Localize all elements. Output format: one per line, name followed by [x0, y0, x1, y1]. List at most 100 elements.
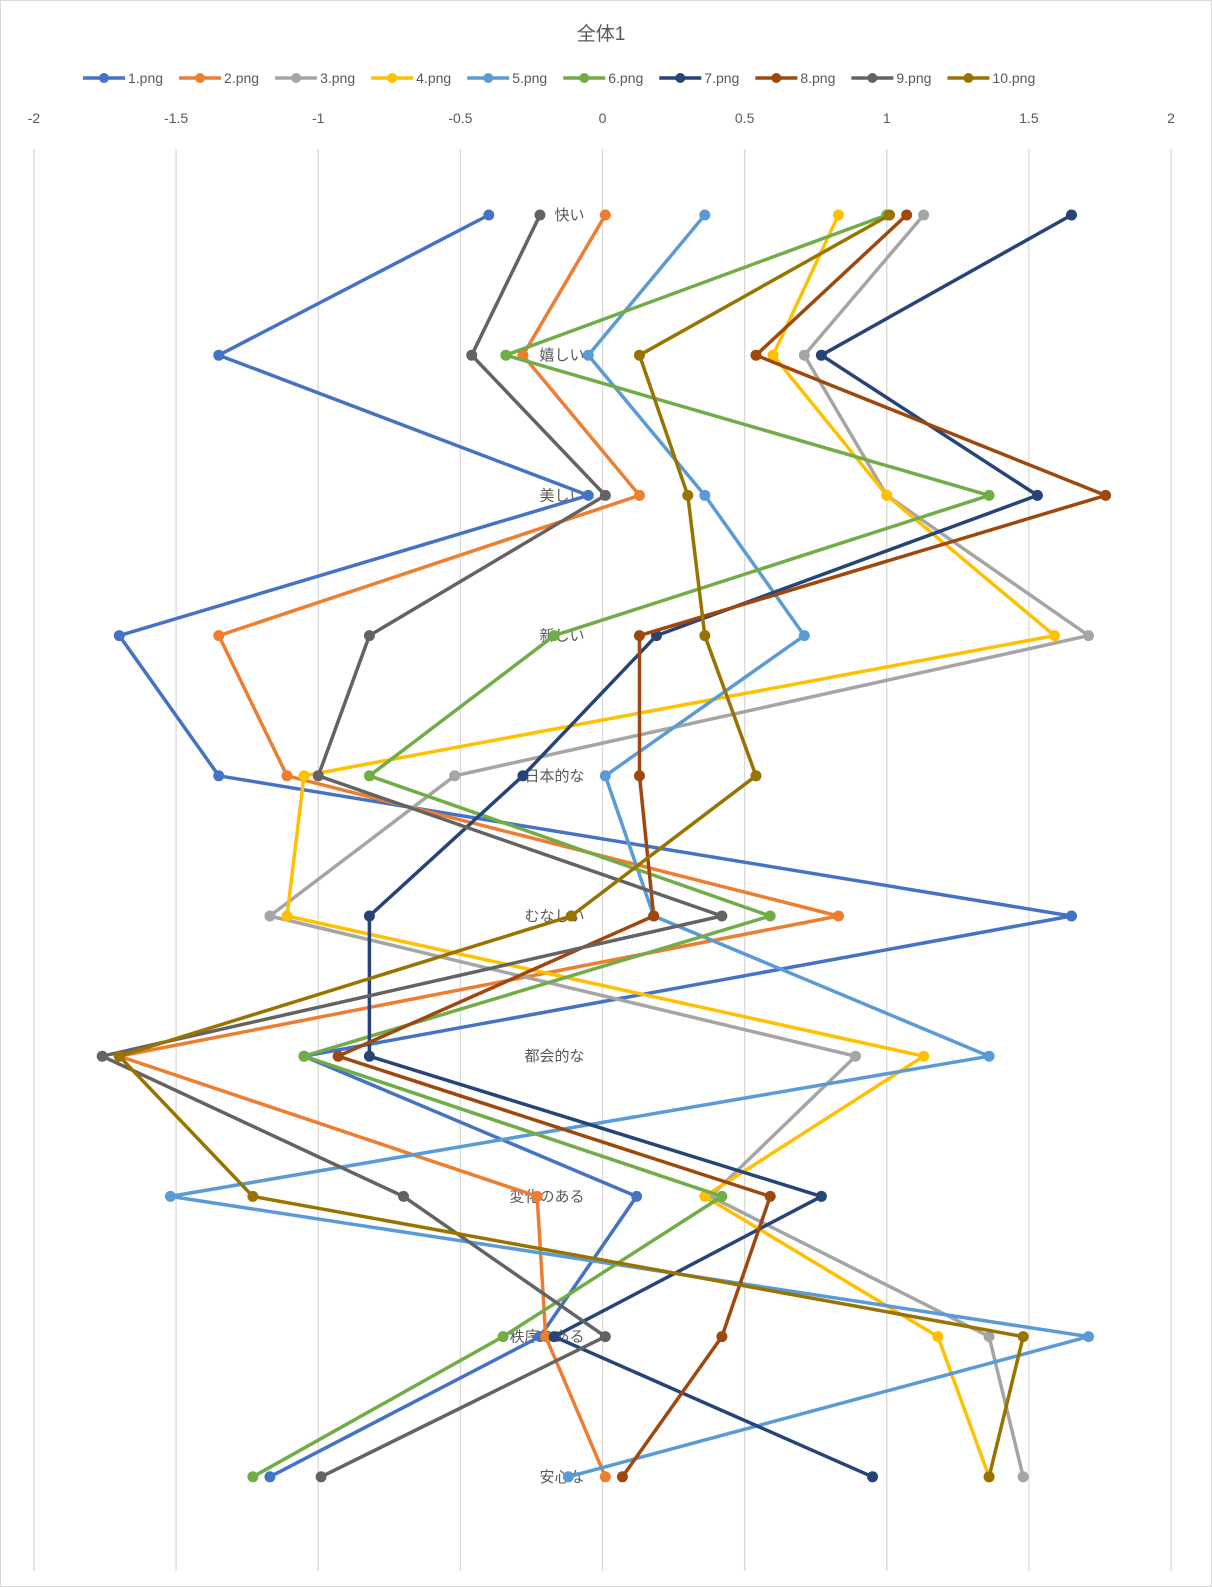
- x-tick-label: -0.5: [448, 110, 472, 126]
- data-point: [767, 349, 779, 361]
- data-point: [1017, 1471, 1029, 1483]
- legend-item: 8.png: [755, 70, 835, 86]
- legend-label: 5.png: [512, 70, 547, 86]
- data-point: [497, 1331, 509, 1343]
- data-point: [884, 209, 896, 221]
- data-point: [312, 770, 324, 782]
- series-7.png: [363, 209, 1078, 1483]
- chart-title: 全体1: [577, 23, 626, 45]
- x-tick-label: 2: [1167, 110, 1175, 126]
- data-point: [699, 1190, 711, 1202]
- legend-marker: [867, 73, 878, 83]
- data-point: [1048, 630, 1060, 642]
- series-4.png: [281, 209, 1060, 1483]
- data-point: [517, 770, 529, 782]
- x-axis-ticks: -2 -1.5 -1 -0.5 0 0.5 1 1.5 2: [28, 110, 1175, 126]
- x-tick-label: 0: [599, 110, 607, 126]
- data-point: [315, 1471, 327, 1483]
- category-label: 都会的な: [524, 1048, 584, 1065]
- series-2.png: [113, 209, 844, 1483]
- data-point: [582, 349, 594, 361]
- gridlines: [33, 149, 1172, 1571]
- data-point: [798, 630, 810, 642]
- legend-label: 8.png: [800, 70, 835, 86]
- legend-label: 3.png: [320, 70, 355, 86]
- data-point: [599, 1331, 611, 1343]
- legend-marker: [195, 73, 206, 83]
- data-point: [716, 1331, 728, 1343]
- data-point: [449, 770, 461, 782]
- data-point: [699, 209, 711, 221]
- x-tick-label: -1.5: [164, 110, 188, 126]
- data-point: [633, 630, 645, 642]
- data-point: [247, 1190, 259, 1202]
- data-point: [699, 489, 711, 501]
- data-point: [881, 489, 893, 501]
- series-line: [367, 213, 1074, 1479]
- legend: 1.png 2.png 3.png 4.png 5.png 6.png 7.png 8.png…: [83, 70, 1035, 86]
- data-point: [500, 349, 512, 361]
- data-point: [113, 1050, 125, 1062]
- legend-item: 4.png: [371, 70, 451, 86]
- data-point: [264, 1471, 276, 1483]
- data-point: [213, 630, 225, 642]
- data-point: [815, 349, 827, 361]
- data-point: [483, 209, 495, 221]
- data-point: [716, 910, 728, 922]
- data-point: [832, 910, 844, 922]
- data-point: [264, 910, 276, 922]
- legend-marker: [483, 73, 494, 83]
- data-point: [1100, 489, 1112, 501]
- data-point: [1017, 1331, 1029, 1343]
- data-point: [633, 349, 645, 361]
- legend-label: 2.png: [224, 70, 259, 86]
- data-point: [1066, 910, 1078, 922]
- data-point: [213, 349, 225, 361]
- data-point: [332, 1050, 344, 1062]
- data-point: [599, 1471, 611, 1483]
- data-point: [932, 1331, 944, 1343]
- data-point: [699, 630, 711, 642]
- x-tick-label: 1.5: [1019, 110, 1039, 126]
- data-point: [534, 209, 546, 221]
- data-point: [750, 770, 762, 782]
- data-point: [983, 1050, 995, 1062]
- legend-label: 1.png: [128, 70, 163, 86]
- legend-item: 7.png: [659, 70, 739, 86]
- legend-marker: [99, 73, 109, 83]
- data-point: [363, 630, 375, 642]
- category-label: 嬉しい: [539, 347, 584, 364]
- data-point: [764, 1190, 776, 1202]
- series-line: [285, 213, 1057, 1479]
- data-point: [164, 1190, 176, 1202]
- legend-item: 10.png: [947, 70, 1035, 86]
- data-point: [798, 349, 810, 361]
- data-point: [815, 1190, 827, 1202]
- data-point: [832, 209, 844, 221]
- legend-item: 6.png: [563, 70, 643, 86]
- legend-item: 1.png: [83, 70, 163, 86]
- data-point: [540, 1331, 552, 1343]
- data-point: [1031, 489, 1043, 501]
- data-point: [298, 770, 310, 782]
- category-label: 安心な: [539, 1469, 584, 1486]
- data-point: [599, 489, 611, 501]
- series-line: [336, 213, 1108, 1479]
- legend-label: 10.png: [992, 70, 1035, 86]
- data-point: [983, 1471, 995, 1483]
- category-label: 日本的な: [524, 768, 584, 785]
- data-point: [363, 1050, 375, 1062]
- data-point: [918, 1050, 930, 1062]
- legend-item: 5.png: [467, 70, 547, 86]
- data-point: [901, 209, 913, 221]
- series-1.png: [113, 209, 1078, 1483]
- legend-marker: [579, 73, 590, 83]
- series-line: [100, 213, 724, 1479]
- data-point: [548, 630, 560, 642]
- legend-marker: [771, 73, 782, 83]
- data-point: [1066, 209, 1078, 221]
- data-point: [1083, 630, 1095, 642]
- series-line: [117, 213, 1025, 1479]
